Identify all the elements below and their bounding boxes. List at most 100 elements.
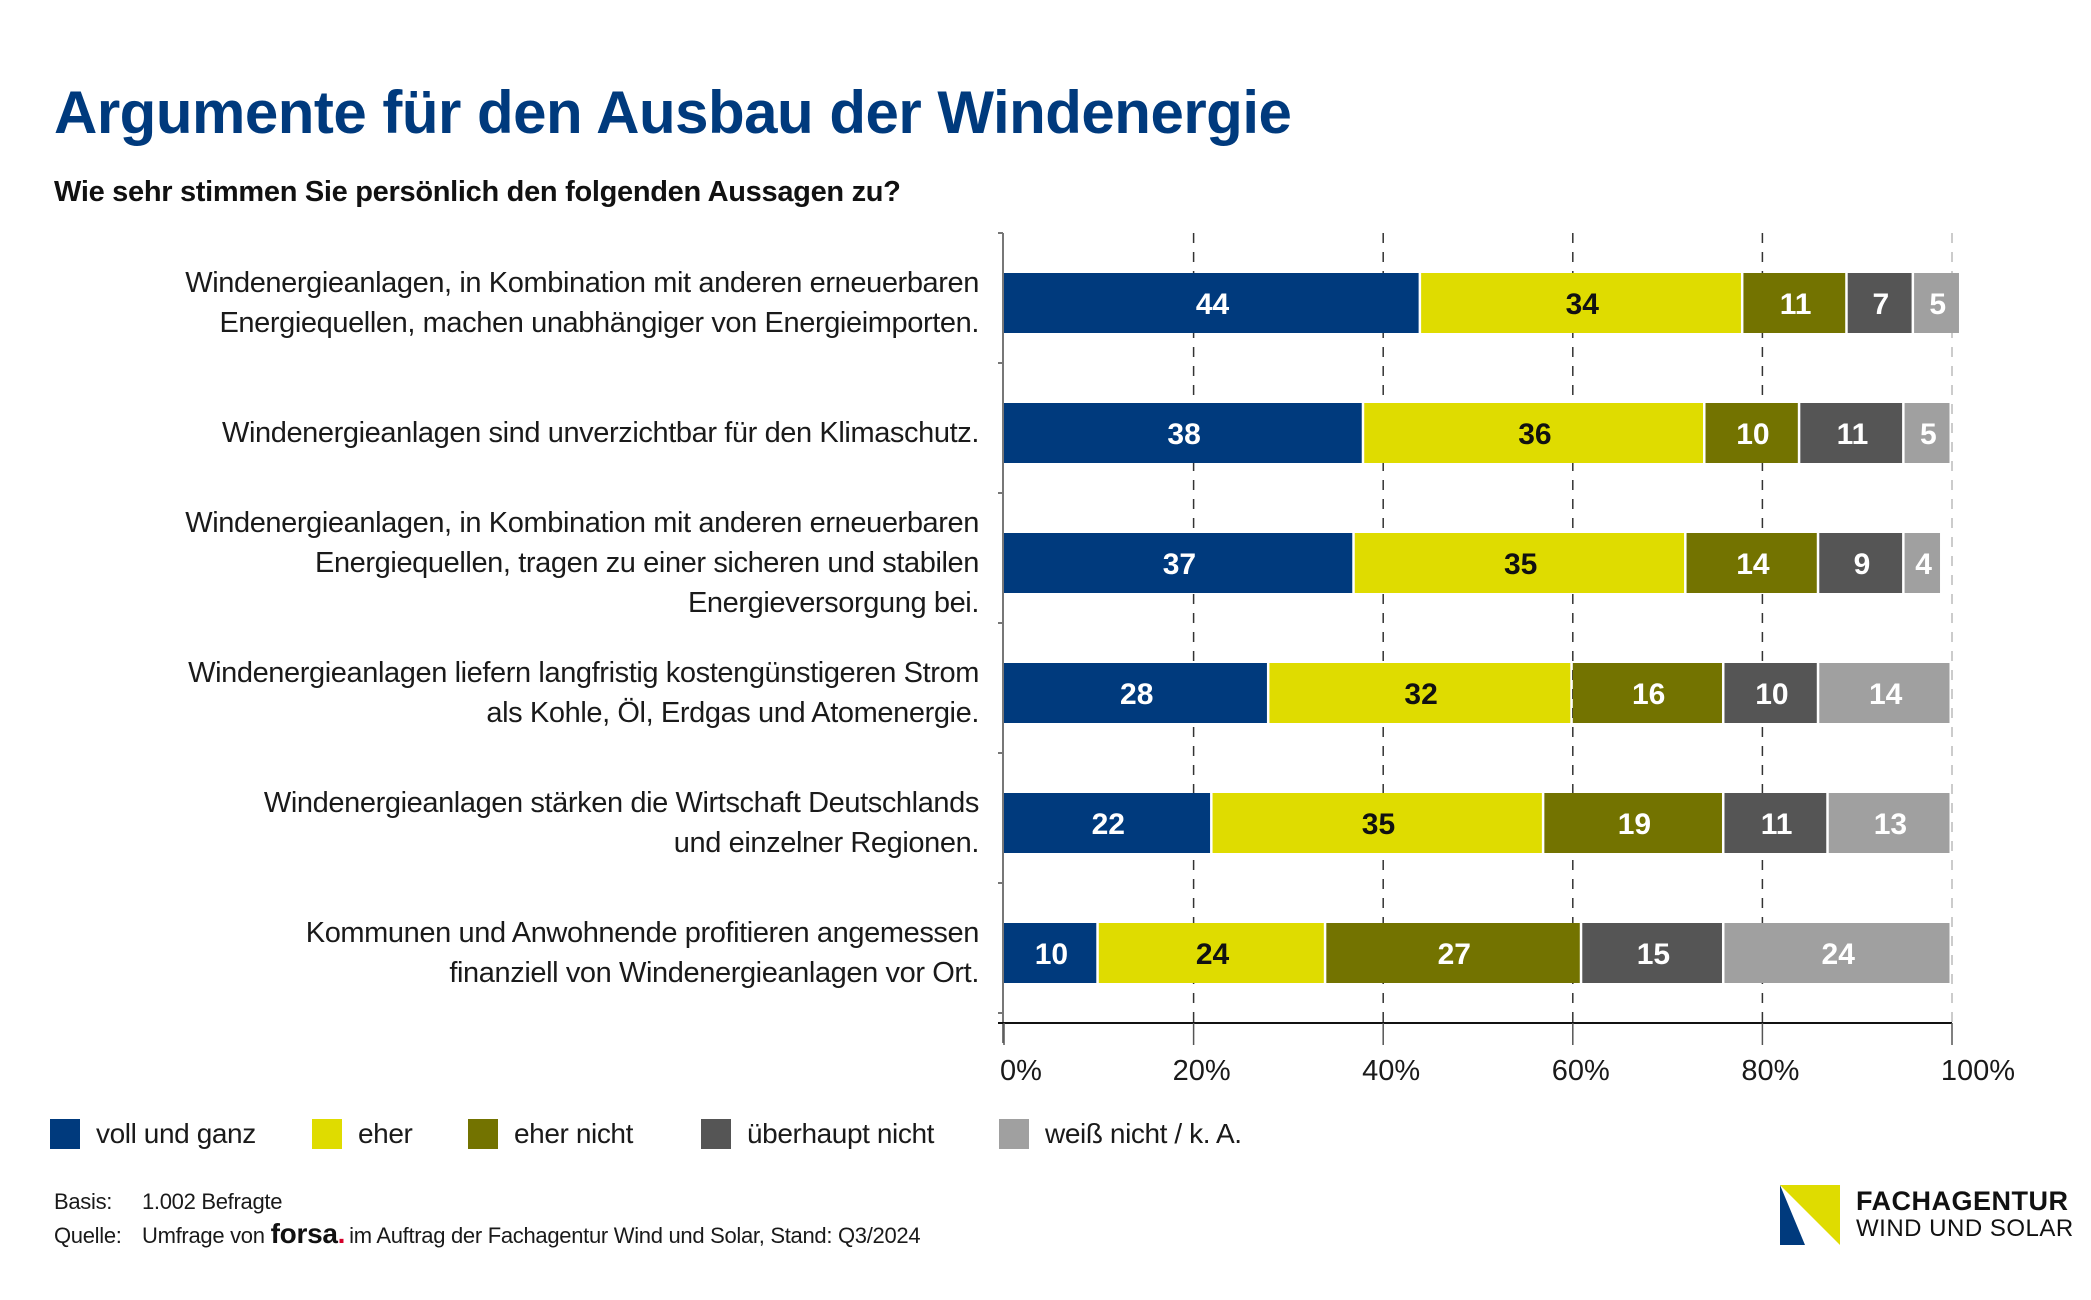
bar-value-label: 13 [1874,808,1907,841]
bar-value-label: 14 [1869,678,1903,711]
bar-value-label: 9 [1854,548,1871,581]
bar-value-label: 11 [1837,418,1869,451]
chart-title: Argumente für den Ausbau der Windenergie [54,79,1292,146]
source-key: Quelle: [54,1223,122,1248]
bar-value-label: 24 [1822,938,1856,971]
bar-value-label: 35 [1362,808,1395,841]
bar-segment [1743,273,1846,333]
legend-item-eher: eher [312,1118,413,1150]
bar-value-label: 16 [1632,678,1665,711]
bar-segment [1904,533,1941,593]
footer-source: Quelle: Umfrage von forsa. im Auftrag de… [54,1218,921,1252]
bar-segment [1800,403,1903,463]
x-tick-label: 20% [1173,1055,1231,1087]
category-label: Windenergieanlagen stärken die Wirtschaf… [263,787,979,859]
bar-value-label: 7 [1873,288,1890,321]
legend-label: voll und ganz [96,1118,256,1149]
legend-swatch [468,1119,498,1149]
logo-blue-shape [1780,1185,1805,1245]
bar-value-label: 27 [1438,938,1471,971]
legend-item-eher-nicht: eher nicht [468,1118,633,1150]
category-label: Windenergieanlagen liefern langfristig k… [188,657,979,729]
legend-label: weiß nicht / k. A. [1045,1118,1242,1149]
legend-swatch [312,1119,342,1149]
bar-segment [1705,403,1798,463]
bar-value-label: 4 [1915,548,1932,581]
bar-value-label: 34 [1566,288,1600,321]
legend-swatch [701,1119,731,1149]
category-label: Kommunen und Anwohnende profitieren ange… [305,917,980,989]
legend-label: überhaupt nicht [747,1118,935,1149]
bar-segment [1724,923,1950,983]
bar-segment [1904,403,1950,463]
bar-value-label: 44 [1196,288,1230,321]
category-label: Windenergieanlagen, in Kombination mit a… [185,507,979,619]
bar-segment [1364,403,1704,463]
bar-value-label: 19 [1618,808,1651,841]
bar-segment [1421,273,1741,333]
bar-value-label: 32 [1404,678,1437,711]
bar-segment [1819,663,1950,723]
source-prefix: Umfrage von [142,1223,265,1248]
legend-item-weiss-nicht: weiß nicht / k. A. [999,1118,1242,1150]
bar-value-label: 11 [1761,808,1793,841]
bar-segment [1724,793,1827,853]
fachagentur-logo-icon [1780,1185,1840,1245]
bar-segment [1004,273,1419,333]
bar-value-label: 10 [1035,938,1068,971]
bar-value-label: 37 [1163,548,1196,581]
bar-segment [1354,533,1685,593]
bar-value-label: 24 [1196,938,1230,971]
bar-value-label: 22 [1092,808,1125,841]
bar-segment [1724,663,1817,723]
bar-segment [1004,533,1353,593]
bar-value-label: 10 [1736,418,1769,451]
bar-segment [1828,793,1950,853]
bar-segment [1098,923,1324,983]
bar-value-label: 15 [1637,938,1670,971]
forsa-logo-text: forsa [270,1218,338,1249]
bar-value-label: 38 [1167,418,1200,451]
legend-swatch [50,1119,80,1149]
bar-segment [1004,663,1267,723]
logo-text: FACHAGENTUR WIND UND SOLAR [1856,1187,2074,1243]
legend-item-voll-und-ganz: voll und ganz [50,1118,256,1150]
bar-value-label: 11 [1780,288,1812,321]
bar-segment [1582,923,1722,983]
bar-value-label: 10 [1755,678,1788,711]
bar-value-label: 28 [1120,678,1153,711]
footer: Basis: 1.002 Befragte Quelle: Umfrage vo… [54,1186,921,1252]
x-tick-label: 0% [1000,1055,1042,1087]
chart-subtitle: Wie sehr stimmen Sie persönlich den folg… [54,176,901,208]
legend-item-ueberhaupt-nicht: überhaupt nicht [701,1118,934,1150]
bar-segment [1212,793,1542,853]
bar-segment [1544,793,1722,853]
bar-value-label: 5 [1929,288,1946,321]
bar-value-label: 14 [1736,548,1770,581]
bar-segment [1326,923,1580,983]
bar-segment [1686,533,1817,593]
logo-yellow-shape [1780,1185,1840,1245]
category-label: Windenergieanlagen, in Kombination mit a… [185,267,979,339]
bar-segment [1847,273,1912,333]
bar-segment [1269,663,1571,723]
x-tick-label: 40% [1362,1055,1420,1087]
bar-value-label: 5 [1920,418,1937,451]
legend-swatch [999,1119,1029,1149]
bar-value-label: 35 [1504,548,1537,581]
basis-value: 1.002 Befragte [142,1189,283,1214]
category-label: Windenergieanlagen sind unverzichtbar fü… [221,417,979,449]
bar-segment [1004,403,1362,463]
bar-segment [1004,923,1097,983]
legend-label: eher [358,1118,413,1149]
forsa-logo: forsa. [270,1218,346,1250]
bar-segment [1572,663,1722,723]
legend-label: eher nicht [514,1118,633,1149]
x-tick-label: 80% [1741,1055,1799,1087]
bar-segment [1004,793,1211,853]
bar-value-label: 36 [1518,418,1551,451]
x-tick-label: 100% [1941,1055,2015,1087]
bar-segment [1914,273,1959,333]
footer-basis: Basis: 1.002 Befragte [54,1186,920,1218]
